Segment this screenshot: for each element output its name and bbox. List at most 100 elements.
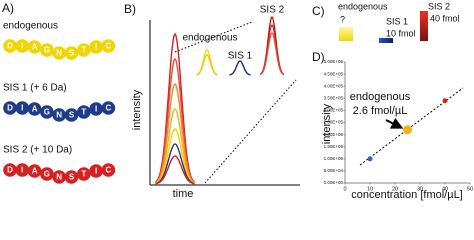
x-tick-label: 0 <box>343 186 346 192</box>
peak <box>155 128 195 185</box>
bead <box>64 170 79 184</box>
bead <box>89 40 103 54</box>
peak <box>259 32 285 76</box>
bead-letter: T <box>81 46 86 55</box>
y-tick-label: 4.00E+05 <box>324 83 344 88</box>
bead <box>15 39 30 53</box>
legend-amount: ? <box>340 14 345 24</box>
peak <box>229 60 251 76</box>
peak <box>155 57 195 184</box>
axis-label: intensity <box>131 89 143 130</box>
bead-letter: S <box>69 49 75 58</box>
bead <box>52 46 66 60</box>
bead-letter: N <box>56 111 62 120</box>
x-tick-label: 10 <box>367 186 373 192</box>
bead <box>77 43 91 57</box>
legend-name: SIS 2 <box>428 1 450 11</box>
bead-letter: A <box>32 43 38 52</box>
bead <box>27 40 42 54</box>
legend-amount: 40 fmol <box>430 13 460 23</box>
axis-label: intensity <box>321 103 333 144</box>
bead <box>40 105 54 119</box>
y-tick-label: 2.50E+05 <box>324 120 344 125</box>
bead <box>27 164 42 178</box>
legend-name: endogenous <box>338 1 388 11</box>
y-tick-label: 3.50E+05 <box>324 95 344 100</box>
bead <box>40 167 54 181</box>
arrow <box>385 117 404 129</box>
bead <box>64 108 79 122</box>
bead-letter: C <box>106 104 112 113</box>
bead-letter: G <box>44 108 50 117</box>
bead-letter: N <box>56 173 62 182</box>
row-label: endogenous <box>3 21 58 32</box>
trend-line <box>359 87 464 166</box>
bead-letter: I <box>95 105 97 114</box>
bead <box>15 163 30 177</box>
peak <box>155 108 195 184</box>
peak <box>155 143 195 185</box>
y-tick-label: 1.50E+05 <box>324 144 344 149</box>
figure: A) B) intensity time endogenous SIS 1 SI… <box>2 1 473 201</box>
bead <box>3 163 17 177</box>
data-point <box>367 156 373 162</box>
bead-letter: A <box>32 105 38 114</box>
y-tick-label: 4.50E+05 <box>324 71 344 76</box>
legend-name: SIS 1 <box>386 16 408 26</box>
y-tick-label: 1.00E+05 <box>324 156 344 161</box>
row-label: SIS 2 (+ 10 Da) <box>3 145 72 156</box>
bead-letter: C <box>106 42 112 51</box>
row-label: SIS 1 (+ 6 Da) <box>3 83 67 94</box>
legend-amount: 10 fmol <box>386 28 416 38</box>
peak-label: SIS 2 <box>260 5 285 16</box>
peak <box>155 82 195 184</box>
bead <box>101 163 116 177</box>
annotation: endogenous <box>350 91 411 103</box>
bead-letter: D <box>7 42 13 51</box>
data-point <box>442 98 448 104</box>
annotation: 2.6 fmol/µL <box>353 105 408 117</box>
panel-label: D) <box>312 50 325 64</box>
bead-letter: G <box>44 170 50 179</box>
bead-letter: I <box>21 104 23 113</box>
y-tick-label: 3.00E+05 <box>324 108 344 113</box>
bead-letter: S <box>69 173 75 182</box>
bead-letter: D <box>7 166 13 175</box>
bead <box>89 102 103 116</box>
axis-label: time <box>173 188 194 200</box>
panel-label: B) <box>124 2 136 16</box>
y-tick-label: 5.00E+04 <box>324 168 344 173</box>
color-key <box>379 38 393 43</box>
bead-letter: I <box>21 166 23 175</box>
bead <box>40 43 54 57</box>
bead <box>3 101 17 115</box>
bead <box>101 101 116 115</box>
bead <box>52 108 66 122</box>
bead-letter: I <box>21 42 23 51</box>
y-tick-label: 2.00E+05 <box>324 132 344 137</box>
panel-label: C) <box>312 4 325 18</box>
x-tick-label: 20 <box>392 186 398 192</box>
bead-letter: N <box>56 49 62 58</box>
x-tick-label: 50 <box>467 186 473 192</box>
bead <box>52 170 66 184</box>
bead <box>77 167 91 181</box>
peak <box>155 155 195 185</box>
peak-label: SIS 1 <box>228 51 253 62</box>
bead-letter: I <box>95 43 97 52</box>
bead-letter: G <box>44 46 50 55</box>
peak <box>196 49 218 76</box>
bead-letter: T <box>81 108 86 117</box>
panel-label: A) <box>2 1 14 15</box>
bead <box>77 105 91 119</box>
peak-label: endogenous <box>182 33 237 44</box>
zoom-line <box>204 79 297 184</box>
color-key <box>339 27 353 41</box>
data-point <box>403 125 412 135</box>
bead <box>15 101 30 115</box>
peak <box>196 54 218 76</box>
y-tick-label: 5.00E+05 <box>324 59 344 64</box>
bead-letter: A <box>32 167 38 176</box>
axis-label: concentration [fmol/µL] <box>351 189 463 201</box>
bead-letter: I <box>95 167 97 176</box>
